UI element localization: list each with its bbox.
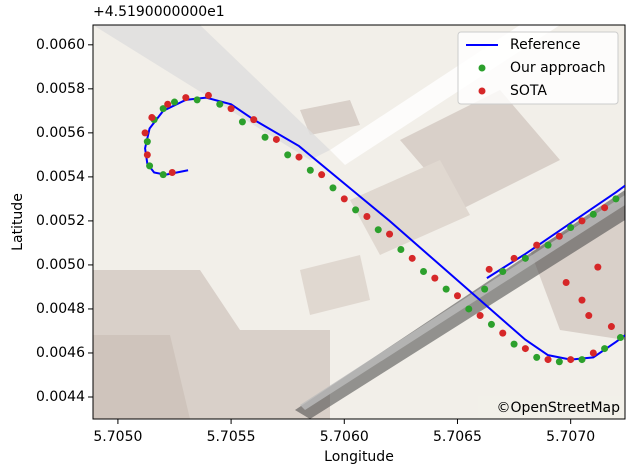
point: [168, 168, 176, 176]
point: [442, 285, 450, 293]
point: [544, 241, 552, 249]
offset-text: +4.5190000000e1: [93, 4, 225, 20]
point: [352, 206, 360, 214]
point: [420, 268, 428, 276]
y-tick-label: 0.0046: [36, 345, 85, 361]
point: [170, 98, 178, 106]
point: [146, 162, 154, 170]
legend-label: Our approach: [510, 60, 606, 76]
point: [397, 246, 405, 254]
point: [589, 210, 597, 218]
y-tick-label: 0.0050: [36, 257, 85, 273]
point: [612, 195, 620, 203]
y-axis-label: Latitude: [10, 193, 26, 251]
point: [601, 345, 609, 353]
point: [562, 279, 570, 287]
point: [589, 349, 597, 357]
x-tick-label: 5.7055: [207, 429, 256, 445]
point: [544, 356, 552, 364]
point: [148, 113, 156, 121]
point: [261, 133, 269, 141]
point: [476, 312, 484, 320]
point: [481, 285, 489, 293]
point: [594, 263, 602, 271]
point: [585, 312, 593, 320]
y-tick-label: 0.0058: [36, 81, 85, 97]
point: [431, 274, 439, 282]
point: [521, 345, 529, 353]
point: [555, 358, 563, 366]
point: [521, 254, 529, 262]
x-tick-label: 5.7050: [93, 429, 142, 445]
legend-box: [457, 31, 619, 105]
point: [329, 184, 337, 192]
point: [250, 116, 258, 124]
point: [578, 356, 586, 364]
x-axis-label: Longitude: [324, 449, 394, 465]
y-tick-label: 0.0056: [36, 125, 85, 141]
plot-frame: [92, 24, 626, 420]
point: [238, 118, 246, 126]
point: [306, 166, 314, 174]
point: [533, 241, 541, 249]
legend: [457, 31, 619, 105]
point: [141, 129, 149, 137]
point: [143, 138, 151, 146]
point: [487, 320, 495, 328]
point: [499, 268, 507, 276]
point: [295, 153, 303, 161]
point: [204, 91, 212, 99]
point: [607, 323, 615, 331]
point: [363, 212, 371, 220]
point: [601, 204, 609, 212]
point: [143, 151, 151, 159]
legend-label: SOTA: [510, 83, 547, 99]
y-tick-label: 0.0054: [36, 169, 85, 185]
point: [227, 105, 235, 113]
point: [465, 305, 473, 313]
point: [533, 353, 541, 361]
point: [284, 151, 292, 159]
point: [216, 100, 224, 108]
point: [340, 195, 348, 203]
point: [578, 296, 586, 304]
point: [510, 254, 518, 262]
x-tick-label: 5.7060: [320, 429, 369, 445]
point: [567, 356, 575, 364]
attribution: ©OpenStreetMap: [497, 400, 621, 416]
point: [485, 265, 493, 273]
point: [555, 232, 563, 240]
y-tick-label: 0.0044: [36, 389, 85, 405]
x-tick-label: 5.7065: [433, 429, 482, 445]
point: [182, 94, 190, 102]
point: [510, 340, 518, 348]
point: [159, 171, 167, 179]
point: [616, 334, 624, 342]
point: [193, 96, 201, 104]
point: [164, 100, 172, 108]
legend-label: Reference: [510, 37, 581, 53]
point: [499, 329, 507, 337]
x-tick-label: 5.7070: [546, 429, 595, 445]
legend-marker: [478, 64, 486, 72]
y-tick-label: 0.0052: [36, 213, 85, 229]
point: [318, 171, 326, 179]
y-tick-label: 0.0060: [36, 37, 85, 53]
point: [453, 292, 461, 300]
point: [272, 135, 280, 143]
point: [408, 254, 416, 262]
legend-marker: [478, 87, 486, 95]
point: [374, 226, 382, 234]
point: [578, 217, 586, 225]
point: [567, 224, 575, 232]
reference-line: [486, 184, 625, 279]
point: [386, 230, 394, 238]
point: [159, 105, 167, 113]
y-tick-label: 0.0048: [36, 301, 85, 317]
